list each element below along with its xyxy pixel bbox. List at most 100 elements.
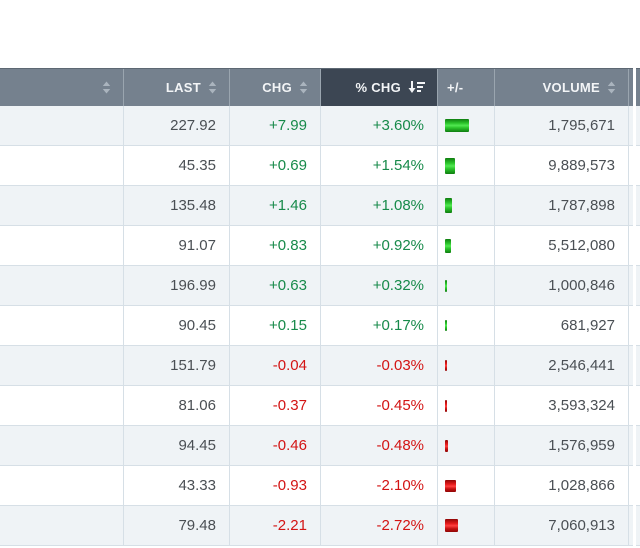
cell-chg: -0.04 [229,346,320,385]
change-magnitude-bar-icon [445,119,469,132]
table-row[interactable]: 227.92 +7.99 +3.60% 1,795,671 [0,106,633,146]
cell-symbol [0,466,123,505]
cell-volume: 2,546,441 [494,346,628,385]
cell-fragment [628,506,633,545]
cell-chg: +0.15 [229,306,320,345]
cell-symbol [0,426,123,465]
cell-last: 43.33 [123,466,229,505]
column-header-chg[interactable]: CHG [229,69,320,106]
cell-volume: 7,060,913 [494,506,628,545]
table-row[interactable]: 135.48 +1.46 +1.08% 1,787,898 [0,186,633,226]
cell-last: 91.07 [123,226,229,265]
cell-last: 227.92 [123,106,229,145]
clipped-row-fragment [636,466,640,506]
clipped-row-fragment [636,106,640,146]
clipped-header-fragment [636,68,640,106]
cell-pct-chg: +0.17% [320,306,437,345]
cell-pct-chg: +0.32% [320,266,437,305]
cell-fragment [628,106,633,145]
column-header-pct-chg-label: % CHG [355,80,401,95]
cell-updown [437,146,494,185]
cell-updown [437,306,494,345]
table-row[interactable]: 151.79 -0.04 -0.03% 2,546,441 [0,346,633,386]
change-magnitude-bar-icon [445,439,448,452]
cell-symbol [0,186,123,225]
cell-volume: 1,787,898 [494,186,628,225]
cell-fragment [628,266,633,305]
column-header-pct-chg[interactable]: % CHG [320,69,437,106]
clipped-row-fragment [636,146,640,186]
column-header-volume[interactable]: VOLUME [494,69,628,106]
cell-fragment [628,186,633,225]
cell-last: 135.48 [123,186,229,225]
cell-updown [437,186,494,225]
table-row[interactable]: 81.06 -0.37 -0.45% 3,593,324 [0,386,633,426]
cell-pct-chg: -0.48% [320,426,437,465]
column-header-last[interactable]: LAST [123,69,229,106]
change-magnitude-bar-icon [445,360,447,371]
change-magnitude-bar-icon [445,279,447,292]
cell-pct-chg: +1.54% [320,146,437,185]
clipped-row-fragment [636,386,640,426]
table-row[interactable]: 90.45 +0.15 +0.17% 681,927 [0,306,633,346]
cell-chg: -2.21 [229,506,320,545]
change-magnitude-bar-icon [445,399,447,412]
cell-symbol [0,306,123,345]
cell-updown [437,426,494,465]
cell-volume: 681,927 [494,306,628,345]
cell-fragment [628,386,633,425]
cell-chg: +0.63 [229,266,320,305]
sort-arrows-icon [299,81,308,94]
cell-updown [437,386,494,425]
cell-updown [437,346,494,385]
cell-pct-chg: -0.45% [320,386,437,425]
cell-volume: 1,795,671 [494,106,628,145]
cell-symbol [0,106,123,145]
sort-arrows-icon [208,81,217,94]
column-header-symbol[interactable] [0,69,123,106]
table-row[interactable]: 94.45 -0.46 -0.48% 1,576,959 [0,426,633,466]
column-header-chg-label: CHG [262,80,292,95]
cell-volume: 5,512,080 [494,226,628,265]
clipped-row-fragment [636,506,640,546]
cell-pct-chg: +0.92% [320,226,437,265]
cell-fragment [628,306,633,345]
table-row[interactable]: 91.07 +0.83 +0.92% 5,512,080 [0,226,633,266]
cell-fragment [628,346,633,385]
cell-pct-chg: -2.72% [320,506,437,545]
cell-chg: +0.69 [229,146,320,185]
table-header-row: LAST CHG % CHG +/- VOLUME [0,68,633,106]
clipped-row-fragment [636,426,640,466]
table-row[interactable]: 196.99 +0.63 +0.32% 1,000,846 [0,266,633,306]
clipped-table-fragment [636,68,640,546]
cell-fragment [628,226,633,265]
clipped-row-fragment [636,266,640,306]
cell-volume: 1,576,959 [494,426,628,465]
cell-chg: +7.99 [229,106,320,145]
cell-volume: 3,593,324 [494,386,628,425]
clipped-row-fragment [636,306,640,346]
cell-chg: +1.46 [229,186,320,225]
cell-volume: 1,000,846 [494,266,628,305]
table-row[interactable]: 43.33 -0.93 -2.10% 1,028,866 [0,466,633,506]
table-row[interactable]: 45.35 +0.69 +1.54% 9,889,573 [0,146,633,186]
cell-volume: 9,889,573 [494,146,628,185]
cell-symbol [0,146,123,185]
change-magnitude-bar-icon [445,238,451,253]
cell-symbol [0,386,123,425]
cell-symbol [0,346,123,385]
cell-fragment [628,466,633,505]
cell-updown [437,226,494,265]
cell-symbol [0,226,123,265]
clipped-row-fragment [636,226,640,266]
cell-last: 94.45 [123,426,229,465]
cell-volume: 1,028,866 [494,466,628,505]
cell-pct-chg: +3.60% [320,106,437,145]
clipped-row-fragment [636,186,640,226]
column-header-volume-label: VOLUME [542,80,600,95]
cell-last: 45.35 [123,146,229,185]
table-row[interactable]: 79.48 -2.21 -2.72% 7,060,913 [0,506,633,546]
sort-arrows-icon [607,81,616,94]
change-magnitude-bar-icon [445,320,447,331]
cell-updown [437,106,494,145]
